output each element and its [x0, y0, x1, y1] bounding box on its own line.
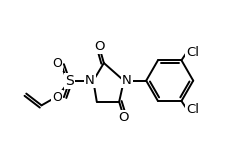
Text: O: O — [52, 57, 62, 70]
Text: S: S — [65, 74, 74, 88]
Text: Cl: Cl — [186, 46, 199, 59]
Text: N: N — [122, 74, 131, 87]
Text: O: O — [52, 91, 62, 104]
Text: O: O — [94, 40, 104, 53]
Text: Cl: Cl — [186, 103, 199, 116]
Text: N: N — [85, 74, 95, 87]
Text: O: O — [119, 111, 129, 124]
